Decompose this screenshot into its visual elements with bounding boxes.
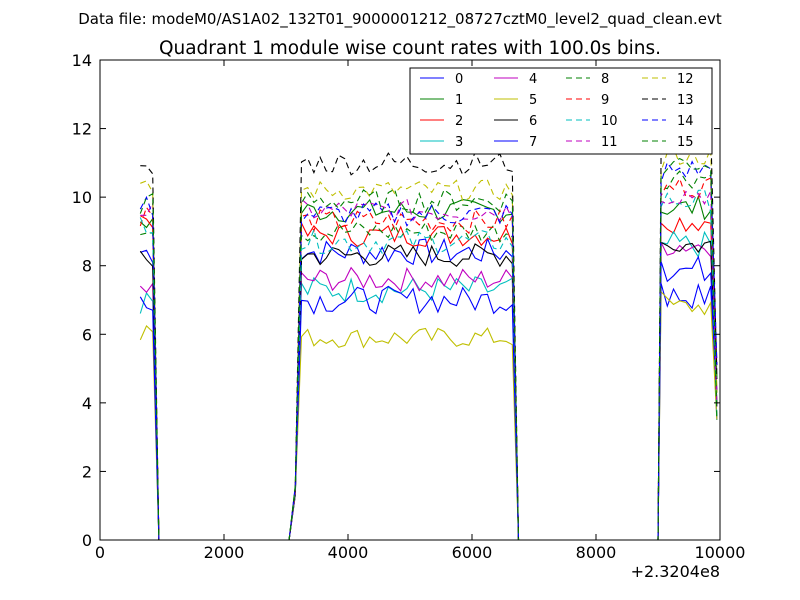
series-line-13 bbox=[140, 117, 718, 541]
series-line-14 bbox=[139, 160, 718, 541]
series-line-6 bbox=[139, 240, 718, 541]
x-tick-label: 2000 bbox=[204, 543, 245, 562]
legend-label: 0 bbox=[455, 72, 463, 87]
series-line-8 bbox=[140, 170, 718, 541]
series-line-3 bbox=[139, 230, 718, 541]
legend-label: 1 bbox=[455, 93, 463, 108]
x-offset-label: +2.3204e8 bbox=[631, 562, 720, 581]
legend-label: 7 bbox=[529, 135, 537, 150]
series-line-2 bbox=[140, 215, 718, 541]
y-tick-label: 10 bbox=[72, 188, 92, 207]
series-line-10 bbox=[139, 189, 718, 541]
y-tick-label: 6 bbox=[82, 325, 92, 344]
chart-title: Quadrant 1 module wise count rates with … bbox=[159, 38, 661, 59]
legend-label: 4 bbox=[529, 72, 537, 87]
y-tick-label: 14 bbox=[72, 51, 92, 70]
legend-label: 8 bbox=[601, 72, 609, 87]
legend-frame bbox=[409, 67, 713, 155]
legend-label: 13 bbox=[677, 93, 694, 108]
x-tick-label: 8000 bbox=[576, 543, 617, 562]
x-tick-label: 10000 bbox=[695, 543, 746, 562]
plot-layer bbox=[139, 117, 718, 541]
x-tick-label: 0 bbox=[95, 543, 105, 562]
series-line-9 bbox=[139, 177, 718, 541]
y-tick-label: 0 bbox=[82, 531, 92, 550]
y-tick-label: 8 bbox=[82, 257, 92, 276]
legend-label: 15 bbox=[677, 135, 694, 150]
plot-frame bbox=[99, 59, 721, 541]
series-line-15 bbox=[139, 157, 718, 541]
y-tick-label: 4 bbox=[82, 394, 92, 413]
data-file-header: Data file: modeM0/AS1A02_132T01_90000012… bbox=[78, 10, 722, 29]
legend-label: 9 bbox=[601, 93, 609, 108]
series-line-12 bbox=[140, 146, 718, 541]
legend-label: 5 bbox=[529, 93, 537, 108]
series-line-4 bbox=[139, 242, 718, 541]
y-tick-label: 2 bbox=[82, 462, 92, 481]
legend-label: 12 bbox=[677, 72, 694, 87]
legend-label: 11 bbox=[601, 135, 618, 150]
y-tick-label: 12 bbox=[72, 120, 92, 139]
legend-label: 6 bbox=[529, 114, 537, 129]
series-line-5 bbox=[139, 290, 718, 541]
legend-label: 14 bbox=[677, 114, 694, 129]
legend-label: 3 bbox=[455, 135, 463, 150]
series-line-7 bbox=[139, 255, 718, 541]
x-tick-label: 4000 bbox=[328, 543, 369, 562]
series-line-1 bbox=[139, 194, 718, 541]
legend-label: 10 bbox=[601, 114, 618, 129]
legend-label: 2 bbox=[455, 114, 463, 129]
series-line-11 bbox=[140, 190, 718, 541]
x-tick-label: 6000 bbox=[452, 543, 493, 562]
